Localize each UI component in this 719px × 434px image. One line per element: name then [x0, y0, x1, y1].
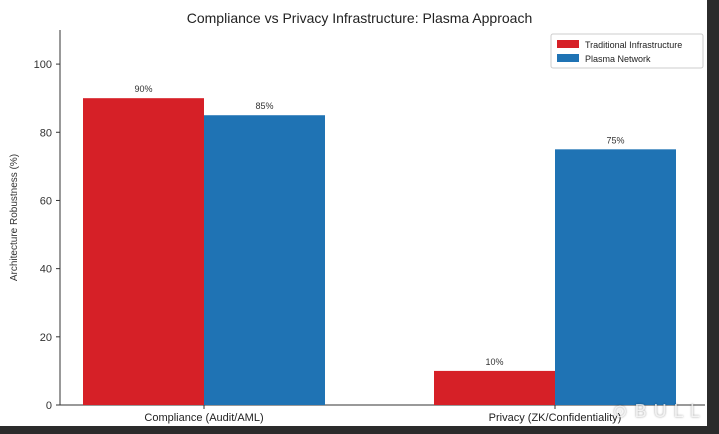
y-tick-label: 100: [34, 59, 52, 71]
y-tick-label: 80: [40, 127, 52, 139]
x-category-label: Compliance (Audit/AML): [144, 412, 263, 424]
chart-axes: 0 20 40 60 80 100 Architecture Robustness (%) C…: [9, 30, 705, 424]
legend-swatch: [557, 40, 579, 48]
bar: [204, 115, 325, 406]
watermark: ⊙ B U L L: [612, 401, 701, 421]
x-category-label: Privacy (ZK/Confidentiality): [489, 412, 622, 424]
legend-box: [550, 33, 704, 69]
y-tick-label: 0: [46, 400, 52, 412]
legend-label: Traditional Infrastructure: [585, 40, 682, 50]
bar-value-label: 10%: [485, 357, 503, 367]
chart-legend: Traditional Infrastructure Plasma Network: [550, 33, 704, 69]
bar-value-label: 85%: [255, 101, 273, 111]
bar: [555, 149, 676, 405]
y-axis-label: Architecture Robustness (%): [9, 154, 20, 281]
y-tick-label: 20: [40, 332, 52, 344]
bar-value-label: 90%: [134, 84, 152, 94]
legend-label: Plasma Network: [585, 54, 651, 64]
y-tick-label: 40: [40, 264, 52, 276]
chart-title: Compliance vs Privacy Infrastructure: Pl…: [186, 10, 533, 26]
y-tick-label: 60: [40, 195, 52, 207]
bar-value-label: 75%: [606, 135, 624, 145]
legend-swatch: [557, 54, 579, 62]
bar: [83, 98, 204, 405]
bar: [434, 370, 555, 405]
chart-bars: 90% 85% 10% 75%: [83, 84, 676, 406]
